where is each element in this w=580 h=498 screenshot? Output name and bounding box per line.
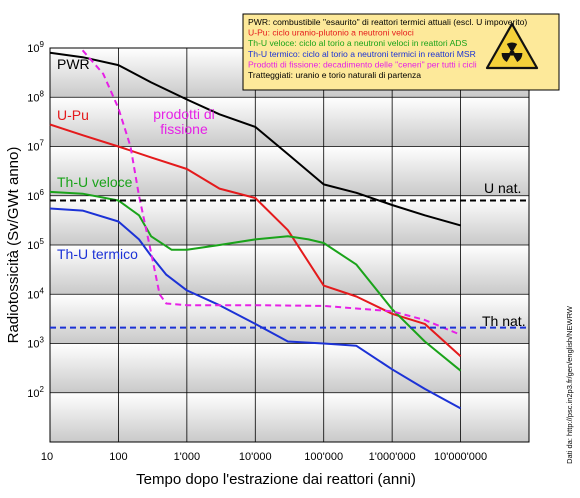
legend-entry: Th-U termico: ciclo al torio a neutroni … xyxy=(248,49,476,59)
series-line-th-u-veloce xyxy=(49,190,462,372)
x-tick-label: 100'000 xyxy=(304,451,343,463)
legend-entry: U-Pu: ciclo uranio-plutonio a neutroni v… xyxy=(248,28,414,38)
x-tick-label: 1'000 xyxy=(174,451,201,463)
series-label-u-pu: U-Pu xyxy=(57,107,89,123)
x-tick-label: 100 xyxy=(109,451,127,463)
data-source-credit: Dati da: http://psc.in2p3.fr/gen/english… xyxy=(565,305,574,464)
legend-entry: Prodotti di fissione: decadimento delle … xyxy=(248,59,477,69)
series-label-th-u-termico: Th-U termico xyxy=(57,246,138,262)
series-labels: PWR U-Pu Th-U veloce Th-U termico prodotti d… xyxy=(57,56,526,329)
legend-entry: Th-U veloce: ciclo al torio a neutroni v… xyxy=(248,38,468,48)
x-tick-label: 10'000'000 xyxy=(434,451,487,463)
radiation-hazard-icon xyxy=(485,22,539,70)
legend-entry: Tratteggiati: uranio e torio naturali di… xyxy=(248,70,421,80)
y-tick-label: 104 xyxy=(27,286,44,301)
legend-entry: PWR: combustibile "esaurito" di reattori… xyxy=(248,17,527,27)
y-tick-label: 107 xyxy=(27,139,44,154)
series-line-pwr xyxy=(49,51,461,227)
series-layer xyxy=(49,49,529,410)
x-axis-ticks: 10 100 1'000 10'000 100'000 1'000'000 10'000'0… xyxy=(41,451,487,463)
series-label-prodotti-di-fissione: fissione xyxy=(160,121,208,137)
series-label-pwr: PWR xyxy=(57,56,90,72)
y-tick-label: 108 xyxy=(27,89,44,104)
series-label-th-nat: Th nat. xyxy=(482,313,526,329)
series-line-u-pu xyxy=(49,123,462,358)
series-label-th-u-veloce: Th-U veloce xyxy=(57,174,133,190)
decade-band xyxy=(50,97,529,147)
decade-band xyxy=(50,294,529,344)
series-label-prodotti-di-fissione: prodotti di xyxy=(153,106,214,122)
legend-entries: PWR: combustibile "esaurito" di reattori… xyxy=(248,17,527,80)
decade-band xyxy=(50,245,529,295)
x-tick-label: 1'000'000 xyxy=(369,451,416,463)
series-label-u-nat: U nat. xyxy=(484,180,521,196)
y-axis-ticks: 102 103 104 105 106 107 108 109 xyxy=(27,40,44,400)
y-tick-label: 102 xyxy=(27,385,44,400)
x-axis-title: Tempo dopo l'estrazione dai reattori (an… xyxy=(136,471,416,488)
series-line-prodotti-di-fissione xyxy=(81,49,461,336)
y-axis-title: Radiotossicità (Sv/GWt anno) xyxy=(5,147,22,344)
y-tick-label: 103 xyxy=(27,336,44,351)
x-tick-label: 10'000 xyxy=(239,451,272,463)
decade-band xyxy=(50,392,529,442)
y-tick-label: 106 xyxy=(27,188,44,203)
x-tick-label: 10 xyxy=(41,451,53,463)
decade-band xyxy=(50,343,529,393)
legend: PWR: combustibile "esaurito" di reattori… xyxy=(242,13,560,91)
y-tick-label: 109 xyxy=(27,40,44,55)
y-tick-label: 105 xyxy=(27,237,44,252)
